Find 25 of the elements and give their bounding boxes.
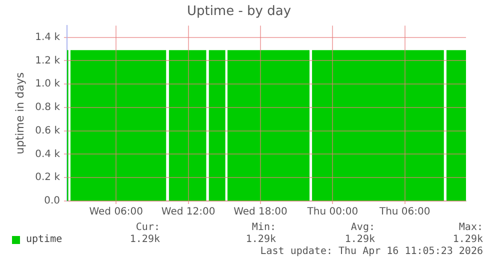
text: 1.29k — [452, 234, 483, 245]
y-tick-label: 0.0 — [44, 196, 60, 207]
text: 1.29k — [344, 234, 375, 245]
y-tick-label: 0.6 k — [35, 125, 60, 136]
text: 1.29k — [246, 234, 276, 245]
text: Max: — [458, 222, 483, 233]
text: Last update: Thu Apr 16 11:05:23 2026 — [260, 246, 483, 257]
x-tick-label: Wed 12:00 — [161, 206, 216, 218]
x-tick-label: Thu 00:00 — [306, 206, 358, 218]
y-tick-label: 0.2 k — [35, 172, 60, 184]
x-tick-label: Thu 06:00 — [378, 206, 430, 218]
chart-title: Uptime - by day — [186, 4, 292, 20]
text: Min: — [252, 222, 276, 233]
y-tick-label: 0.8 k — [35, 102, 60, 114]
y-tick-label: 1.0 k — [35, 78, 60, 90]
y-tick-label: 1.4 k — [35, 32, 60, 43]
y-tick-label: 1.2 k — [35, 55, 60, 66]
text: 1.29k — [130, 234, 160, 245]
legend-label: uptime — [26, 234, 62, 245]
text: Avg: — [350, 222, 375, 233]
text: Cur: — [136, 222, 160, 233]
x-tick-label: Wed 18:00 — [234, 206, 288, 218]
x-tick-label: Wed 06:00 — [89, 206, 144, 218]
y-axis-title: uptime in days — [13, 72, 26, 154]
y-tick-label: 0.4 k — [35, 148, 60, 160]
